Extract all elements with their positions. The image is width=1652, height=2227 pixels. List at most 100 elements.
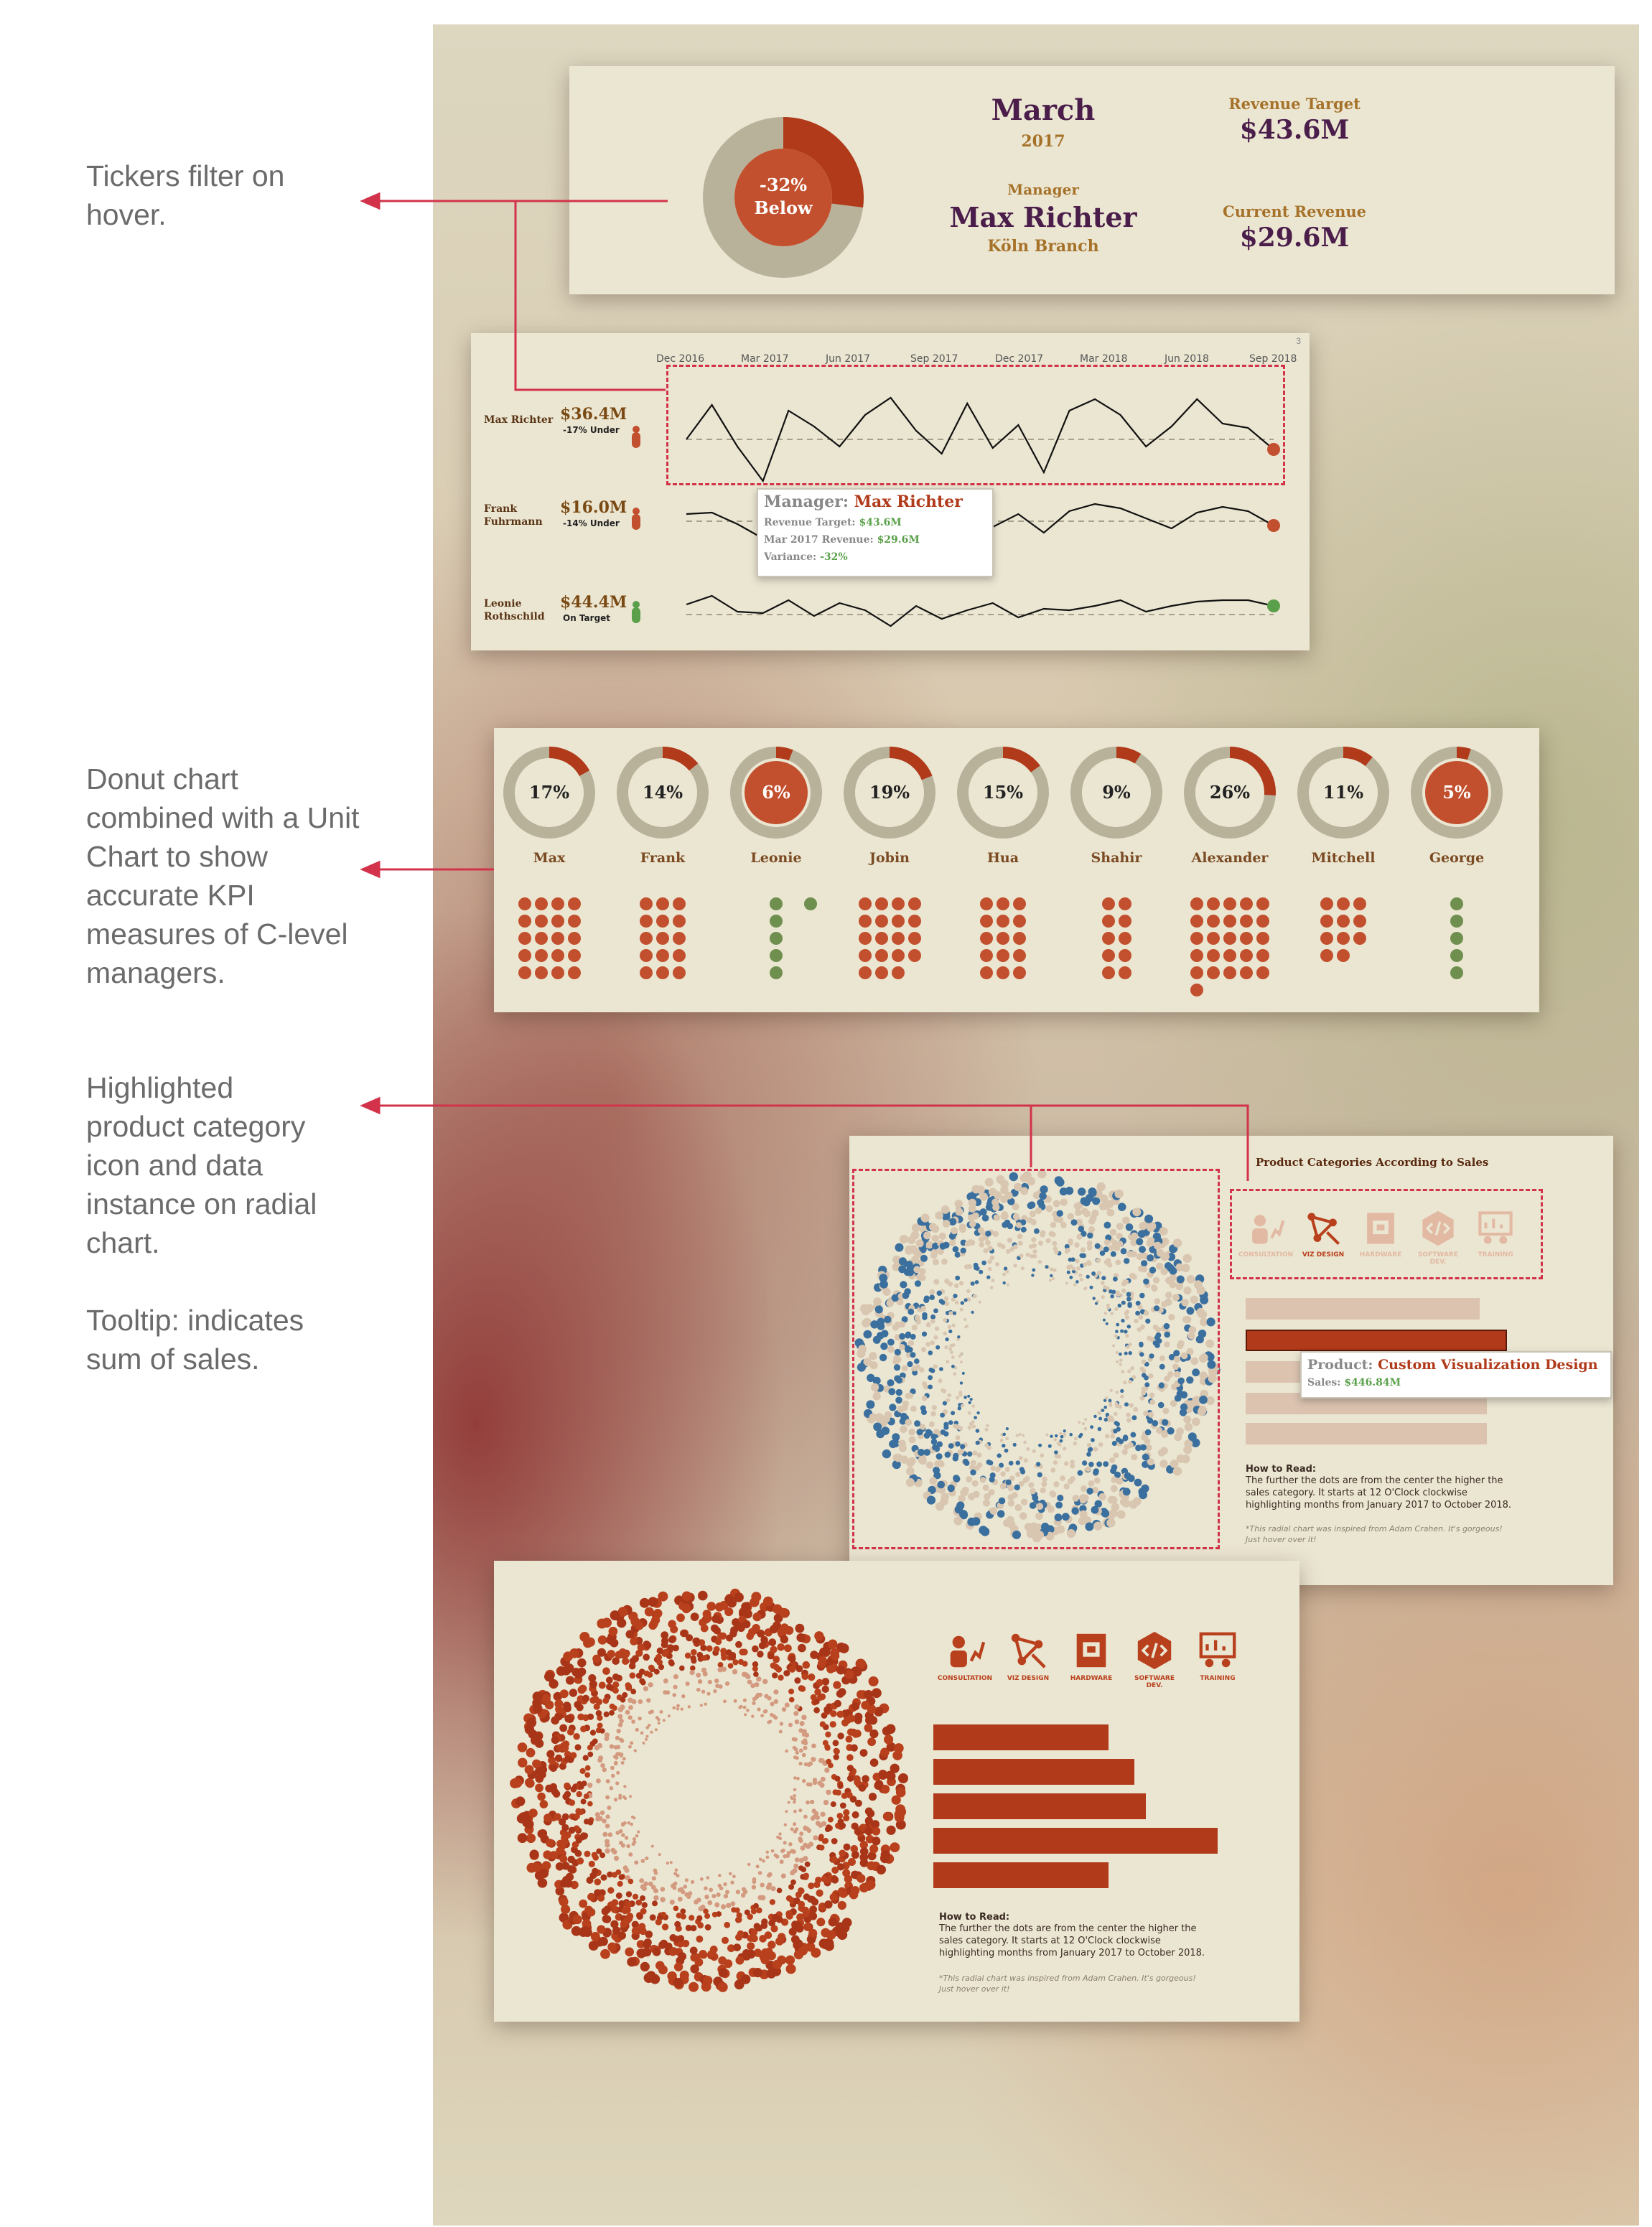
radial-dot [1101, 1409, 1105, 1412]
radial-dot [915, 1274, 923, 1281]
radial-dot [880, 1343, 888, 1350]
radial-dot [931, 1405, 937, 1411]
category-label: VIZ DESIGN [1302, 1251, 1345, 1259]
radial-dot [760, 1714, 764, 1718]
radial-dot [1009, 1246, 1014, 1252]
kpi-donut[interactable] [499, 742, 599, 843]
radial-dot [1005, 1437, 1009, 1441]
ticker-row-status-3: On Target [563, 613, 611, 623]
category-training-tile[interactable]: TRAINING [1189, 1630, 1246, 1682]
radial-dot [910, 1352, 916, 1358]
radial-dot [673, 1684, 678, 1689]
radial-dot [773, 1663, 780, 1671]
radial-dot [837, 1887, 846, 1896]
radial-dot [801, 1714, 807, 1720]
category-software-dev-tile[interactable]: SOFTWARE DEV. [1409, 1209, 1467, 1266]
kpi-donut[interactable] [612, 742, 713, 843]
radial-dot [561, 1824, 569, 1831]
radial-dot [707, 1950, 716, 1958]
radial-dot [926, 1461, 934, 1469]
category-consultation-tile[interactable]: CONSULTATION [1237, 1209, 1294, 1259]
radial-dot [776, 1835, 780, 1839]
category-viz-design-tile[interactable]: VIZ DESIGN [999, 1630, 1057, 1682]
radial-dot [578, 1783, 584, 1790]
radial-dot [895, 1243, 904, 1252]
radial-dot [673, 1962, 683, 1971]
kpi-donut[interactable] [1293, 742, 1394, 843]
radial-dot [627, 1745, 632, 1749]
radial-dot [1083, 1427, 1088, 1431]
unit-dot [1118, 897, 1131, 910]
radial-dot [1063, 1483, 1070, 1490]
category-consultation-tile[interactable]: CONSULTATION [936, 1630, 994, 1682]
radial-dot [905, 1352, 912, 1358]
sales-bar-highlighted[interactable] [1246, 1330, 1507, 1351]
sales-bar[interactable] [933, 1793, 1146, 1819]
radial-dot [597, 1925, 606, 1934]
radial-dot [831, 1838, 838, 1844]
kpi-donut[interactable] [1066, 742, 1167, 843]
radial-dot [967, 1451, 973, 1457]
radial-dot [929, 1294, 935, 1300]
ticker-sparkline[interactable] [686, 594, 1274, 627]
radial-dot [1134, 1478, 1142, 1487]
radial-dot [793, 1822, 797, 1826]
radial-dot [803, 1814, 808, 1819]
sales-bar[interactable] [933, 1828, 1218, 1854]
radial-dot [679, 1887, 684, 1892]
radial-dot [767, 1696, 772, 1701]
radial-dot [621, 1823, 625, 1827]
kpi-donut[interactable] [726, 742, 826, 843]
radial-dot [943, 1331, 948, 1336]
sales-bar[interactable] [933, 1724, 1109, 1750]
radial-dot [1057, 1216, 1064, 1223]
radial-dot [1057, 1494, 1064, 1502]
radial-dot [718, 1956, 727, 1965]
category-training-tile[interactable]: TRAINING [1467, 1209, 1524, 1259]
radial-dot [1040, 1487, 1046, 1494]
radial-dot [1088, 1447, 1093, 1452]
kpi-donut[interactable] [1180, 742, 1280, 843]
sales-bar[interactable] [1246, 1423, 1487, 1444]
radial-dot [806, 1782, 811, 1787]
manager-label: Manager [1007, 181, 1079, 198]
radial-dot [1139, 1352, 1144, 1357]
radial-dot [1113, 1452, 1119, 1459]
sales-bar[interactable] [933, 1862, 1109, 1888]
radial-dot [1110, 1294, 1114, 1299]
radial-dot [1018, 1480, 1025, 1487]
sales-bar[interactable] [1246, 1298, 1480, 1320]
kpi-donut[interactable] [1406, 742, 1507, 843]
radial-dot [643, 1938, 652, 1947]
radial-dot [1032, 1253, 1037, 1259]
category-hardware-tile[interactable]: HARDWARE [1352, 1209, 1409, 1259]
radial-dot [1198, 1330, 1207, 1338]
sales-bar[interactable] [933, 1759, 1134, 1785]
product-tooltip: Product: Custom Visualization Design Sal… [1300, 1351, 1612, 1399]
radial-dot [1067, 1213, 1074, 1220]
radial-dot [596, 1778, 601, 1784]
radial-dot [925, 1322, 931, 1327]
radial-dot [1127, 1369, 1131, 1373]
radial-dot [770, 1849, 775, 1853]
radial-dot [914, 1315, 920, 1321]
radial-dot [546, 1750, 555, 1758]
radial-dot [559, 1689, 569, 1699]
radial-dot [623, 1785, 627, 1788]
kpi-donut[interactable] [839, 742, 940, 843]
radial-dot [831, 1856, 838, 1863]
radial-dot [982, 1499, 991, 1507]
radial-chart-static[interactable] [494, 1561, 939, 2022]
category-hardware-tile[interactable]: HARDWARE [1063, 1630, 1120, 1682]
radial-dot [773, 1715, 778, 1720]
category-viz-design-tile[interactable]: VIZ DESIGN [1294, 1209, 1352, 1259]
radial-dot [767, 1872, 773, 1877]
radial-dot [836, 1929, 847, 1939]
radial-chart-hover[interactable] [849, 1136, 1223, 1545]
radial-dot [594, 1878, 602, 1886]
ticker-sparkline[interactable] [686, 396, 1274, 483]
category-software-dev-tile[interactable]: SOFTWARE DEV. [1126, 1630, 1183, 1689]
kpi-donut[interactable] [953, 742, 1053, 843]
radial-dot [545, 1784, 554, 1793]
unit-dot [1256, 949, 1269, 962]
